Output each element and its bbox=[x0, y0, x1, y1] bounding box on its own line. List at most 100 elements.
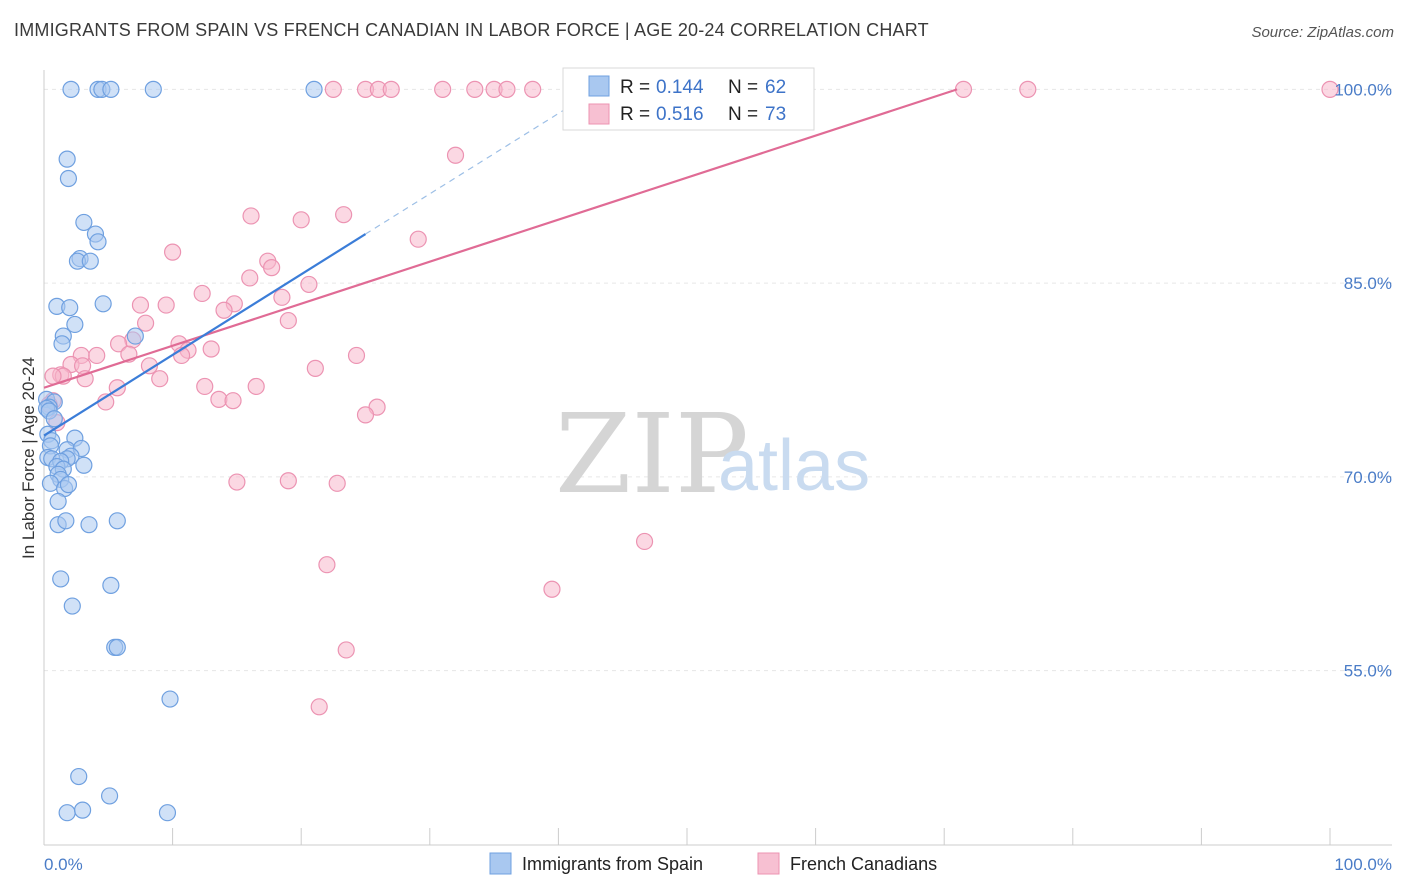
immigrants-from-spain-point bbox=[75, 213, 93, 232]
legend-box: R = 0.144 N = 62 R = 0.516 N = 73 bbox=[562, 67, 815, 131]
y-tick-labels: 55.0% 70.0% 85.0% 100.0% bbox=[1334, 80, 1392, 680]
french-canadians-point bbox=[382, 80, 400, 98]
french-canadians-trendline bbox=[43, 88, 958, 389]
immigrants-from-spain-point bbox=[70, 767, 88, 786]
french-canadians-point bbox=[300, 275, 318, 294]
french-canadians-point bbox=[409, 230, 427, 248]
french-canadians-point bbox=[273, 288, 291, 306]
x-tick-label-min: 0.0% bbox=[44, 855, 83, 874]
immigrants-from-spain-point bbox=[59, 476, 78, 494]
french-canadians-point bbox=[247, 377, 265, 396]
french-canadians-point bbox=[1019, 80, 1037, 98]
french-canadians-point bbox=[347, 346, 366, 365]
french-canadians-point bbox=[434, 80, 452, 98]
french-canadians-point bbox=[242, 207, 260, 225]
french-canadians-point bbox=[335, 206, 353, 224]
legend-blue-n-label: N = bbox=[728, 77, 758, 98]
french-canadians-point bbox=[524, 80, 542, 98]
immigrants-from-spain-point bbox=[126, 327, 144, 345]
immigrants-from-spain-trendline bbox=[43, 233, 367, 437]
french-canadians-point bbox=[164, 243, 182, 261]
bottom-legend-immigrants-from-spain: Immigrants from Spain bbox=[522, 854, 703, 874]
french-canadians-point bbox=[210, 390, 228, 408]
french-canadians-point bbox=[324, 80, 342, 98]
bottom-legend-blue-swatch bbox=[489, 852, 512, 875]
immigrants-from-spain-point bbox=[108, 512, 126, 530]
immigrants-from-spain-point bbox=[102, 576, 120, 594]
french-canadians-point bbox=[279, 472, 297, 490]
immigrants-from-spain-point bbox=[58, 150, 76, 168]
french-canadians-point bbox=[466, 80, 484, 98]
french-canadians-point bbox=[88, 346, 106, 365]
y-tick-label: 85.0% bbox=[1344, 274, 1392, 293]
french-canadians-point bbox=[279, 311, 297, 330]
legend-blue-swatch bbox=[588, 75, 610, 97]
legend-blue-n-value: 62 bbox=[765, 77, 786, 98]
french-canadians-point bbox=[292, 211, 310, 229]
french-canadians-point bbox=[109, 335, 128, 353]
y-axis-label: In Labor Force | Age 20-24 bbox=[19, 357, 38, 559]
french-canadians-point bbox=[635, 532, 654, 551]
french-canadians-point bbox=[151, 370, 169, 388]
immigrants-from-spain-point bbox=[305, 80, 323, 98]
french-canadians-point bbox=[306, 359, 324, 377]
immigrants-from-spain-point bbox=[102, 80, 120, 98]
legend-pink-r-value: 0.516 bbox=[656, 104, 704, 125]
french-canadians-point bbox=[157, 296, 175, 314]
legend-pink-n-value: 73 bbox=[765, 104, 786, 125]
immigrants-from-spain-point bbox=[75, 456, 93, 474]
immigrants-from-spain-point bbox=[45, 410, 63, 428]
immigrants-from-spain-point bbox=[81, 252, 99, 270]
french-canadians-point bbox=[498, 80, 516, 98]
y-tick-label: 100.0% bbox=[1334, 80, 1392, 99]
french-canadians-point bbox=[337, 641, 355, 659]
immigrants-from-spain-point bbox=[63, 597, 81, 615]
french-canadians-point bbox=[356, 406, 375, 424]
legend-blue-r-label: R = bbox=[620, 77, 650, 98]
legend-pink-n-label: N = bbox=[728, 104, 758, 125]
immigrants-from-spain-point bbox=[100, 787, 119, 805]
french-canadians-point bbox=[215, 301, 233, 319]
legend-blue-r-value: 0.144 bbox=[656, 77, 704, 98]
french-canadians-point bbox=[1321, 80, 1339, 98]
immigrants-from-spain-point bbox=[161, 690, 179, 708]
french-canadians-point bbox=[140, 357, 159, 375]
immigrants-from-spain-point bbox=[49, 492, 67, 511]
immigrants-from-spain-point bbox=[53, 335, 71, 353]
legend-pink-r-label: R = bbox=[620, 104, 650, 125]
source-label: Source: ZipAtlas.com bbox=[1251, 24, 1394, 41]
x-tick-marks bbox=[43, 828, 1331, 845]
series-french-canadians-points bbox=[40, 80, 1339, 716]
series-immigrants-from-spain-points bbox=[37, 80, 323, 822]
bottom-legend-french-canadians: French Canadians bbox=[790, 854, 937, 874]
french-canadians-point bbox=[241, 269, 259, 287]
immigrants-from-spain-trendline-extension bbox=[365, 88, 598, 235]
immigrants-from-spain-point bbox=[80, 516, 98, 534]
french-canadians-point bbox=[446, 146, 465, 164]
french-canadians-point bbox=[263, 259, 281, 277]
x-tick-label-max: 100.0% bbox=[1334, 855, 1392, 874]
french-canadians-point bbox=[196, 377, 214, 396]
french-canadians-point bbox=[310, 698, 328, 716]
grid-lines bbox=[44, 88, 1392, 672]
french-canadians-point bbox=[193, 284, 211, 303]
legend-pink-swatch bbox=[588, 103, 610, 125]
french-canadians-point bbox=[328, 474, 346, 492]
immigrants-from-spain-point bbox=[158, 804, 177, 822]
immigrants-from-spain-point bbox=[59, 169, 78, 188]
immigrants-from-spain-point bbox=[52, 570, 70, 588]
bottom-legend: Immigrants from Spain French Canadians bbox=[489, 852, 937, 875]
french-canadians-point bbox=[202, 340, 220, 358]
y-tick-label: 70.0% bbox=[1344, 468, 1392, 487]
watermark-zip: ZIP bbox=[555, 390, 749, 518]
immigrants-from-spain-point bbox=[108, 638, 126, 656]
immigrants-from-spain-point bbox=[62, 80, 80, 98]
immigrants-from-spain-point bbox=[57, 512, 75, 530]
bottom-legend-pink-swatch bbox=[757, 852, 780, 875]
y-tick-label: 55.0% bbox=[1344, 662, 1392, 681]
french-canadians-point bbox=[136, 314, 155, 332]
french-canadians-point bbox=[954, 80, 973, 98]
immigrants-from-spain-point bbox=[144, 80, 162, 98]
watermark-atlas: atlas bbox=[718, 426, 870, 506]
